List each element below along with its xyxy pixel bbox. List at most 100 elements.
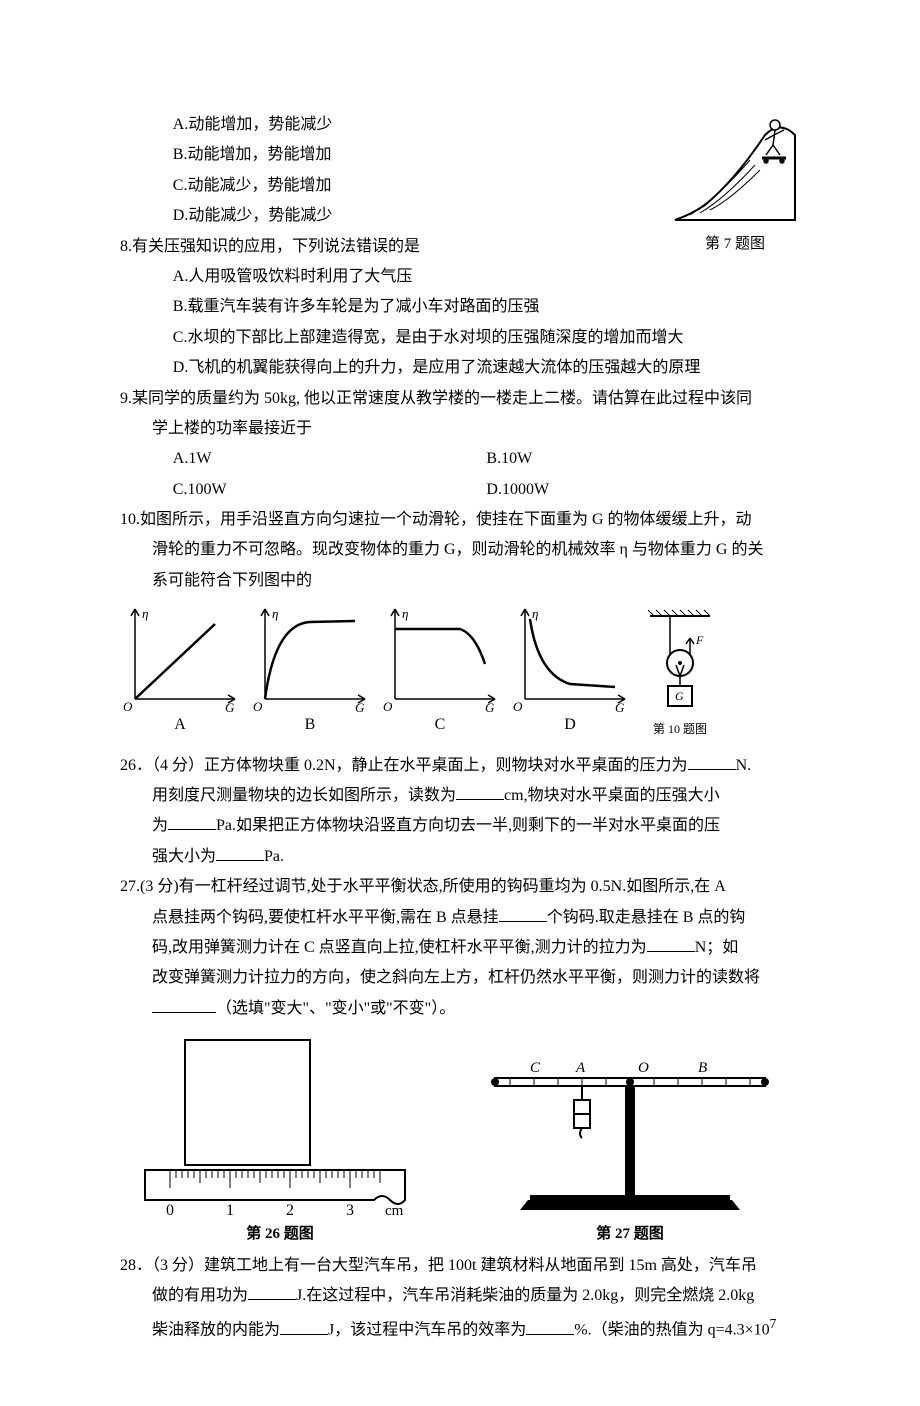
q9-option-c: C.100W xyxy=(173,475,487,505)
ruler-0: 0 xyxy=(166,1202,174,1219)
page: 第 7 题图 A.动能增加，势能减少 B.动能增加，势能增加 C.动能减少，势能… xyxy=(0,0,920,1406)
axis-x-label: G xyxy=(355,700,365,714)
q27-l2b: 个钩码.取走悬挂在 B 点的钩 xyxy=(547,909,746,926)
q26-l3b: Pa.如果把正方体物块沿竖直方向切去一半,则剩下的一半对水平桌面的压 xyxy=(216,817,720,834)
ruler-1: 1 xyxy=(226,1202,234,1219)
axis-o-label: O xyxy=(253,699,263,714)
axis-o-label: O xyxy=(123,699,133,714)
lever-a-label: A xyxy=(575,1060,586,1076)
lever-c-label: C xyxy=(530,1060,541,1076)
q27-line5: （选填"变大"、"变小"或"不变"）。 xyxy=(120,994,800,1024)
q26-l2b: cm,物块对水平桌面的压强大小 xyxy=(504,787,720,804)
blank xyxy=(499,905,547,922)
q28-line1: 28．（3 分）建筑工地上有一台大型汽车吊，把 100t 建筑材料从地面吊到 1… xyxy=(120,1251,800,1281)
blank xyxy=(216,844,264,861)
q27-l5b: （选填"变大"、"变小"或"不变"）。 xyxy=(216,1000,455,1017)
q10-graph-d-svg: η G O xyxy=(510,604,630,714)
q26-figure-svg: 0 1 2 3 cm xyxy=(140,1030,420,1220)
blank xyxy=(688,753,736,770)
q8-option-b: B.载重汽车装有许多车轮是为了减小车对路面的压强 xyxy=(120,292,800,322)
blank xyxy=(152,996,216,1013)
q26-q27-figures: 0 1 2 3 cm 第 26 题图 xyxy=(120,1030,800,1249)
axis-y-label: η xyxy=(532,606,538,621)
blank xyxy=(280,1318,328,1335)
q26-l1b: N. xyxy=(736,757,752,774)
q26-l3a: 为 xyxy=(152,817,168,834)
q8-option-d: D.飞机的机翼能获得向上的升力，是应用了流速越大流体的压强越大的原理 xyxy=(120,353,800,383)
q28-l3b: J，该过程中汽车吊的效率为 xyxy=(328,1322,526,1339)
q26-line2: 用刻度尺测量物块的边长如图所示，读数为 cm,物块对水平桌面的压强大小 xyxy=(120,781,800,811)
q26-figure: 0 1 2 3 cm 第 26 题图 xyxy=(140,1030,420,1249)
blank xyxy=(168,813,216,830)
q26-line3: 为 Pa.如果把正方体物块沿竖直方向切去一半,则剩下的一半对水平桌面的压 xyxy=(120,811,800,841)
q7-figure-svg xyxy=(670,110,800,230)
pulley-g-label: G xyxy=(675,689,684,703)
q26-l1: 26．（4 分）正方体物块重 0.2N，静止在水平桌面上，则物块对水平桌面的压力… xyxy=(120,757,688,774)
q10-graph-c-svg: η G O xyxy=(380,604,500,714)
q28-line3: 柴油释放的内能为 J，该过程中汽车吊的效率为 %.（柴油的热值为 q=4.3×107 xyxy=(120,1311,800,1346)
q7-figure-caption: 第 7 题图 xyxy=(670,230,800,259)
q10-stem-l3: 系可能符合下列图中的 xyxy=(120,566,800,596)
q26-line1: 26．（4 分）正方体物块重 0.2N，静止在水平桌面上，则物块对水平桌面的压力… xyxy=(120,751,800,781)
q9-option-d: D.1000W xyxy=(486,475,800,505)
axis-x-label: G xyxy=(225,700,235,714)
q10-label-c: C xyxy=(380,710,500,740)
q10-stem-l2: 滑轮的重力不可忽略。现改变物体的重力 G，则动滑轮的机械效率 η 与物体重力 G… xyxy=(120,535,800,565)
q9-option-a: A.1W xyxy=(173,444,487,474)
ruler-unit: cm xyxy=(385,1203,404,1219)
q26-l4b: Pa. xyxy=(264,848,284,865)
q10-graph-c: η G O C xyxy=(380,604,500,740)
q26-figure-caption: 第 26 题图 xyxy=(140,1220,420,1249)
q10-figures-row: η G O A η G O B xyxy=(120,604,800,740)
q9-stem-l1: 9.某同学的质量约为 50kg, 他以正常速度从教学楼的一楼走上二楼。请估算在此… xyxy=(120,384,800,414)
q28-l2a: 做的有用功为 xyxy=(152,1287,248,1304)
pulley-f-label: F xyxy=(695,633,704,647)
q27-figure-svg: C A O B xyxy=(480,1050,780,1220)
q26-l2a: 用刻度尺测量物块的边长如图所示，读数为 xyxy=(152,787,456,804)
q10-graph-b-svg: η G O xyxy=(250,604,370,714)
q27-line4: 改变弹簧测力计拉力的方向，使之斜向左上方，杠杆仍然水平平衡，则测力计的读数将 xyxy=(120,963,800,993)
q26-l4a: 强大小为 xyxy=(152,848,216,865)
axis-x-label: G xyxy=(615,700,625,714)
q10-label-d: D xyxy=(510,710,630,740)
axis-o-label: O xyxy=(383,699,393,714)
q10-graph-a: η G O A xyxy=(120,604,240,740)
q10-graph-d: η G O D xyxy=(510,604,630,740)
q27-l3b: N；如 xyxy=(695,939,739,956)
lever-b-label: B xyxy=(698,1060,707,1076)
q28-l3c: %.（柴油的热值为 q=4.3×10 xyxy=(574,1322,769,1339)
q27-line3: 码,改用弹簧测力计在 C 点竖直向上拉,使杠杆水平平衡,测力计的拉力为 N；如 xyxy=(120,933,800,963)
q27-l2a: 点悬挂两个钩码,要使杠杆水平平衡,需在 B 点悬挂 xyxy=(152,909,499,926)
q9-option-b: B.10W xyxy=(486,444,800,474)
q10-label-a: A xyxy=(120,710,240,740)
q9-stem-l2: 学上楼的功率最接近于 xyxy=(120,414,800,444)
lever-o-label: O xyxy=(638,1060,649,1076)
blank xyxy=(248,1283,296,1300)
q10-label-b: B xyxy=(250,710,370,740)
q10-graph-b: η G O B xyxy=(250,604,370,740)
q28-l3a: 柴油释放的内能为 xyxy=(152,1322,280,1339)
ruler-2: 2 xyxy=(286,1202,294,1219)
blank xyxy=(526,1318,574,1335)
q26-line4: 强大小为 Pa. xyxy=(120,842,800,872)
q8-option-a: A.人用吸管吸饮料时利用了大气压 xyxy=(120,262,800,292)
q28-sup: 7 xyxy=(770,1316,777,1331)
q9-options-row1: A.1W B.10W xyxy=(120,444,800,474)
q10-figure-caption: 第 10 题图 xyxy=(640,718,720,741)
q10-stem-l1: 10.如图所示，用手沿竖直方向匀速拉一个动滑轮，使挂在下面重为 G 的物体缓缓上… xyxy=(120,505,800,535)
axis-y-label: η xyxy=(272,606,278,621)
q27-figure-caption: 第 27 题图 xyxy=(480,1220,780,1249)
axis-y-label: η xyxy=(142,606,148,621)
blank xyxy=(456,783,504,800)
q27-line2: 点悬挂两个钩码,要使杠杆水平平衡,需在 B 点悬挂 个钩码.取走悬挂在 B 点的钩 xyxy=(120,903,800,933)
q10-pulley-svg: F G xyxy=(640,608,720,718)
q27-figure: C A O B 第 27 题图 xyxy=(480,1050,780,1249)
q8-option-c: C.水坝的下部比上部建造得宽，是由于水对坝的压强随深度的增加而增大 xyxy=(120,323,800,353)
q10-pulley-figure: F G 第 10 题图 xyxy=(640,608,720,741)
q27-line1: 27.(3 分)有一杠杆经过调节,处于水平平衡状态,所使用的钩码重均为 0.5N… xyxy=(120,872,800,902)
q27-l3a: 码,改用弹簧测力计在 C 点竖直向上拉,使杠杆水平平衡,测力计的拉力为 xyxy=(152,939,647,956)
ruler-3: 3 xyxy=(346,1202,354,1219)
q7-figure: 第 7 题图 xyxy=(670,110,800,259)
axis-y-label: η xyxy=(402,606,408,621)
blank xyxy=(647,935,695,952)
